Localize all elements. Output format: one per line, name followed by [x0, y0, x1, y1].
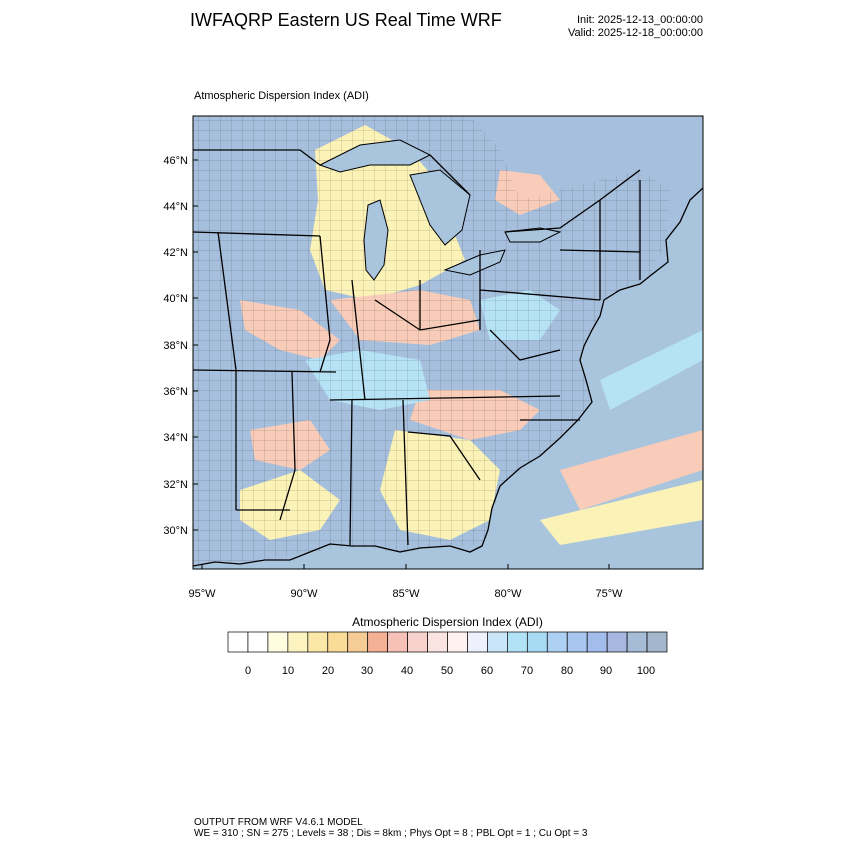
- field-label: Atmospheric Dispersion Index (ADI): [194, 90, 369, 102]
- state-borders: [193, 180, 641, 546]
- offshore-streak: [600, 330, 703, 410]
- offshore-streak: [560, 430, 703, 510]
- colorbar-tick-label: 60: [481, 665, 493, 677]
- colorbar-box: [367, 631, 388, 653]
- lon-label: 80°W: [494, 588, 522, 600]
- lon-label: 75°W: [595, 588, 623, 600]
- colorbar-box: [467, 631, 488, 653]
- lat-label: 44°N: [163, 201, 188, 213]
- colorbar-tick-label: 10: [282, 665, 294, 677]
- map-frame: [192, 115, 704, 570]
- colorbar-box: [646, 631, 668, 653]
- colorbar-tick-label: 50: [441, 665, 453, 677]
- lon-label: 85°W: [392, 588, 420, 600]
- lake-superior: [318, 139, 432, 173]
- colorbar-box: [267, 631, 289, 653]
- colorbar-tick-label: 90: [600, 665, 612, 677]
- colorbar-box: [526, 631, 548, 653]
- colorbar-box: [307, 631, 329, 653]
- colorbar: [227, 631, 668, 653]
- colorbar-box: [487, 631, 508, 653]
- colorbar-title: Atmospheric Dispersion Index (ADI): [352, 615, 543, 629]
- footer-model-line: OUTPUT FROM WRF V4.6.1 MODEL: [194, 817, 363, 828]
- lake-huron: [409, 169, 471, 246]
- lat-label: 30°N: [163, 525, 188, 537]
- colorbar-tick-label: 20: [322, 665, 334, 677]
- lake-erie: [443, 249, 506, 276]
- colorbar-box: [327, 631, 349, 653]
- lake-michigan: [363, 199, 389, 281]
- colorbar-box: [447, 631, 468, 653]
- valid-time: Valid: 2025-12-18_00:00:00: [568, 27, 703, 39]
- colorbar-tick-label: 70: [521, 665, 533, 677]
- colorbar-box: [546, 631, 568, 653]
- lat-label: 42°N: [163, 247, 188, 259]
- colorbar-box: [606, 631, 628, 653]
- canada-border: [193, 149, 641, 233]
- lon-label: 90°W: [290, 588, 318, 600]
- lat-label: 34°N: [163, 432, 188, 444]
- colorbar-box: [427, 631, 448, 653]
- lat-label: 38°N: [163, 340, 188, 352]
- colorbar-tick-label: 80: [561, 665, 573, 677]
- lat-label: 32°N: [163, 479, 188, 491]
- colorbar-box: [566, 631, 588, 653]
- colorbar-box: [586, 631, 608, 653]
- colorbar-ticks: 0 10 20 30 40 50 60 70 80 90 100: [245, 665, 655, 677]
- colorbar-box: [287, 631, 309, 653]
- longitude-axis: 95°W 90°W 85°W 80°W 75°W: [188, 564, 623, 600]
- colorbar-box: [626, 631, 648, 653]
- coastline: [193, 187, 703, 567]
- lat-label: 46°N: [163, 155, 188, 167]
- lon-label: 95°W: [188, 588, 216, 600]
- colorbar-tick-label: 100: [637, 665, 655, 677]
- colorbar-box: [387, 631, 408, 653]
- page-title: IWFAQRP Eastern US Real Time WRF: [190, 10, 502, 30]
- lat-label: 36°N: [163, 386, 188, 398]
- colorbar-tick-label: 30: [361, 665, 373, 677]
- colorbar-box: [507, 631, 528, 653]
- colorbar-box: [247, 631, 269, 653]
- colorbar-tick-label: 0: [245, 665, 251, 677]
- colorbar-box: [407, 631, 428, 653]
- map-field: [193, 116, 703, 569]
- lat-label: 40°N: [163, 293, 188, 305]
- latitude-axis: 46°N 44°N 42°N 40°N 38°N 36°N 34°N 32°N 30°N: [163, 155, 198, 537]
- footer-config-line: WE = 310 ; SN = 275 ; Levels = 38 ; Dis …: [194, 828, 588, 839]
- colorbar-box: [347, 631, 369, 653]
- colorbar-box: [227, 631, 249, 653]
- colorbar-tick-label: 40: [401, 665, 413, 677]
- offshore-streak: [540, 480, 703, 545]
- init-time: Init: 2025-12-13_00:00:00: [577, 14, 703, 26]
